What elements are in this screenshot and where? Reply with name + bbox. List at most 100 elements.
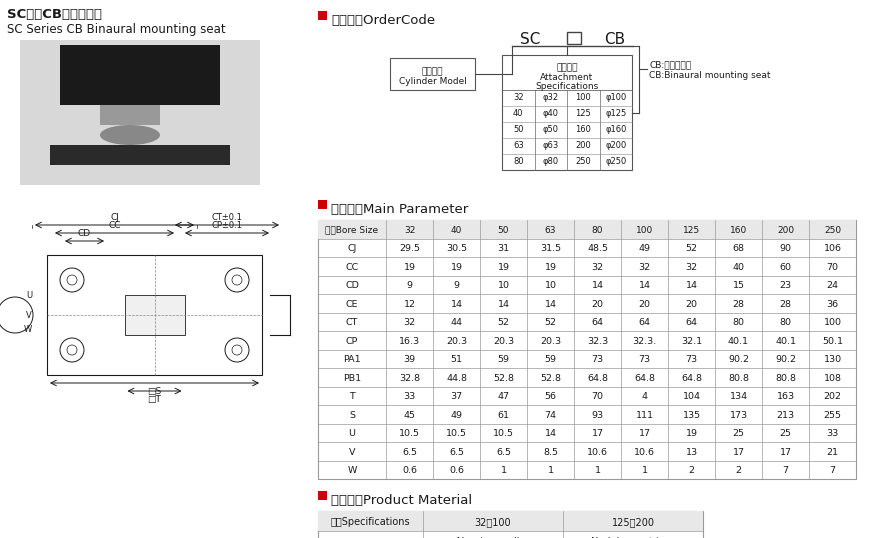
Text: Cylinder Model: Cylinder Model	[399, 77, 467, 86]
Bar	[502, 55, 632, 170]
Text: 70: 70	[827, 263, 839, 272]
Text: 134: 134	[730, 392, 747, 401]
Text: T: T	[349, 392, 355, 401]
Text: 20.3: 20.3	[493, 337, 514, 346]
Text: 31: 31	[497, 244, 509, 253]
Text: φ50: φ50	[542, 125, 559, 134]
Text: φ160: φ160	[605, 125, 626, 134]
Text: 39: 39	[404, 355, 416, 364]
Text: 附件规格: 附件规格	[556, 63, 578, 72]
Text: 32－100: 32－100	[474, 517, 511, 527]
Text: 19: 19	[451, 263, 462, 272]
Text: 19: 19	[404, 263, 415, 272]
Text: 33: 33	[404, 392, 416, 401]
Text: 80: 80	[780, 318, 792, 327]
Text: 125: 125	[683, 226, 700, 235]
Text: 64.8: 64.8	[634, 374, 655, 383]
Text: φ100: φ100	[605, 94, 626, 103]
Text: 80: 80	[513, 158, 523, 166]
Text: 37: 37	[451, 392, 462, 401]
Text: 30.5: 30.5	[446, 244, 467, 253]
Text: 125－200: 125－200	[611, 517, 655, 527]
Text: φ200: φ200	[605, 141, 626, 151]
Text: 51: 51	[451, 355, 462, 364]
Text: 0.6: 0.6	[402, 466, 417, 475]
Text: 250: 250	[824, 226, 841, 235]
Text: 73: 73	[591, 355, 603, 364]
Bar	[100, 105, 160, 125]
Text: 20: 20	[638, 300, 651, 309]
Text: 68: 68	[732, 244, 745, 253]
Text: 90.2: 90.2	[775, 355, 796, 364]
Text: 50: 50	[498, 226, 509, 235]
Bar	[318, 491, 327, 500]
Text: Attachment: Attachment	[541, 73, 594, 82]
Text: 32.8: 32.8	[399, 374, 420, 383]
Text: CD: CD	[78, 229, 91, 238]
Text: 缸径Bore Size: 缸径Bore Size	[325, 226, 378, 235]
Text: CC: CC	[345, 263, 358, 272]
Text: 17: 17	[591, 429, 603, 438]
Text: 90.2: 90.2	[728, 355, 749, 364]
Text: 9: 9	[406, 281, 412, 290]
Text: 80.8: 80.8	[775, 374, 796, 383]
Bar	[390, 58, 475, 90]
Text: Nodular cast iron: Nodular cast iron	[591, 537, 675, 538]
Text: 108: 108	[823, 374, 841, 383]
Text: 135: 135	[683, 410, 700, 420]
Text: 60: 60	[780, 263, 792, 272]
Text: 10: 10	[544, 281, 556, 290]
Text: 10.5: 10.5	[399, 429, 420, 438]
Text: 10: 10	[498, 281, 509, 290]
Text: 4: 4	[642, 392, 648, 401]
Text: CJ: CJ	[110, 213, 119, 222]
Circle shape	[60, 268, 84, 292]
Text: 10.5: 10.5	[446, 429, 467, 438]
Text: 33: 33	[827, 429, 839, 438]
Text: 17: 17	[780, 448, 792, 457]
Text: 63: 63	[545, 226, 556, 235]
Text: W: W	[347, 466, 357, 475]
Text: 主要参数Main Parameter: 主要参数Main Parameter	[331, 203, 468, 216]
Text: 14: 14	[638, 281, 651, 290]
Text: 1: 1	[595, 466, 601, 475]
Text: 14: 14	[498, 300, 509, 309]
Text: 73: 73	[638, 355, 651, 364]
Text: 59: 59	[498, 355, 509, 364]
Text: W: W	[24, 325, 32, 335]
Text: Specifications: Specifications	[535, 82, 598, 91]
Text: 64.8: 64.8	[587, 374, 608, 383]
Text: 产品材质Product Material: 产品材质Product Material	[331, 494, 472, 507]
Text: 14: 14	[685, 281, 698, 290]
Text: 74: 74	[544, 410, 556, 420]
Text: 1: 1	[501, 466, 507, 475]
Text: 16.3: 16.3	[399, 337, 420, 346]
Text: CC: CC	[108, 221, 120, 230]
Bar	[60, 45, 220, 105]
Text: 64: 64	[638, 318, 651, 327]
Text: 40: 40	[451, 226, 462, 235]
Text: 40: 40	[513, 110, 523, 118]
Text: 订货型号OrderCode: 订货型号OrderCode	[331, 14, 435, 27]
Text: 64.8: 64.8	[681, 374, 702, 383]
Text: 28: 28	[732, 300, 745, 309]
Text: 6.5: 6.5	[496, 448, 511, 457]
Text: 32: 32	[638, 263, 651, 272]
Text: 56: 56	[544, 392, 556, 401]
Text: S: S	[349, 410, 355, 420]
Text: 19: 19	[685, 429, 698, 438]
Text: 52: 52	[498, 318, 509, 327]
Text: 23: 23	[780, 281, 792, 290]
Text: CT±0.1: CT±0.1	[212, 213, 242, 222]
Bar	[567, 32, 581, 44]
Text: 15: 15	[732, 281, 745, 290]
Text: φ63: φ63	[542, 141, 559, 151]
Text: CE: CE	[346, 300, 358, 309]
Text: 14: 14	[544, 300, 556, 309]
Text: 93: 93	[591, 410, 603, 420]
Text: 32: 32	[685, 263, 698, 272]
Text: 40: 40	[732, 263, 745, 272]
Text: 64: 64	[591, 318, 603, 327]
Text: 40.1: 40.1	[775, 337, 796, 346]
Text: 130: 130	[823, 355, 841, 364]
